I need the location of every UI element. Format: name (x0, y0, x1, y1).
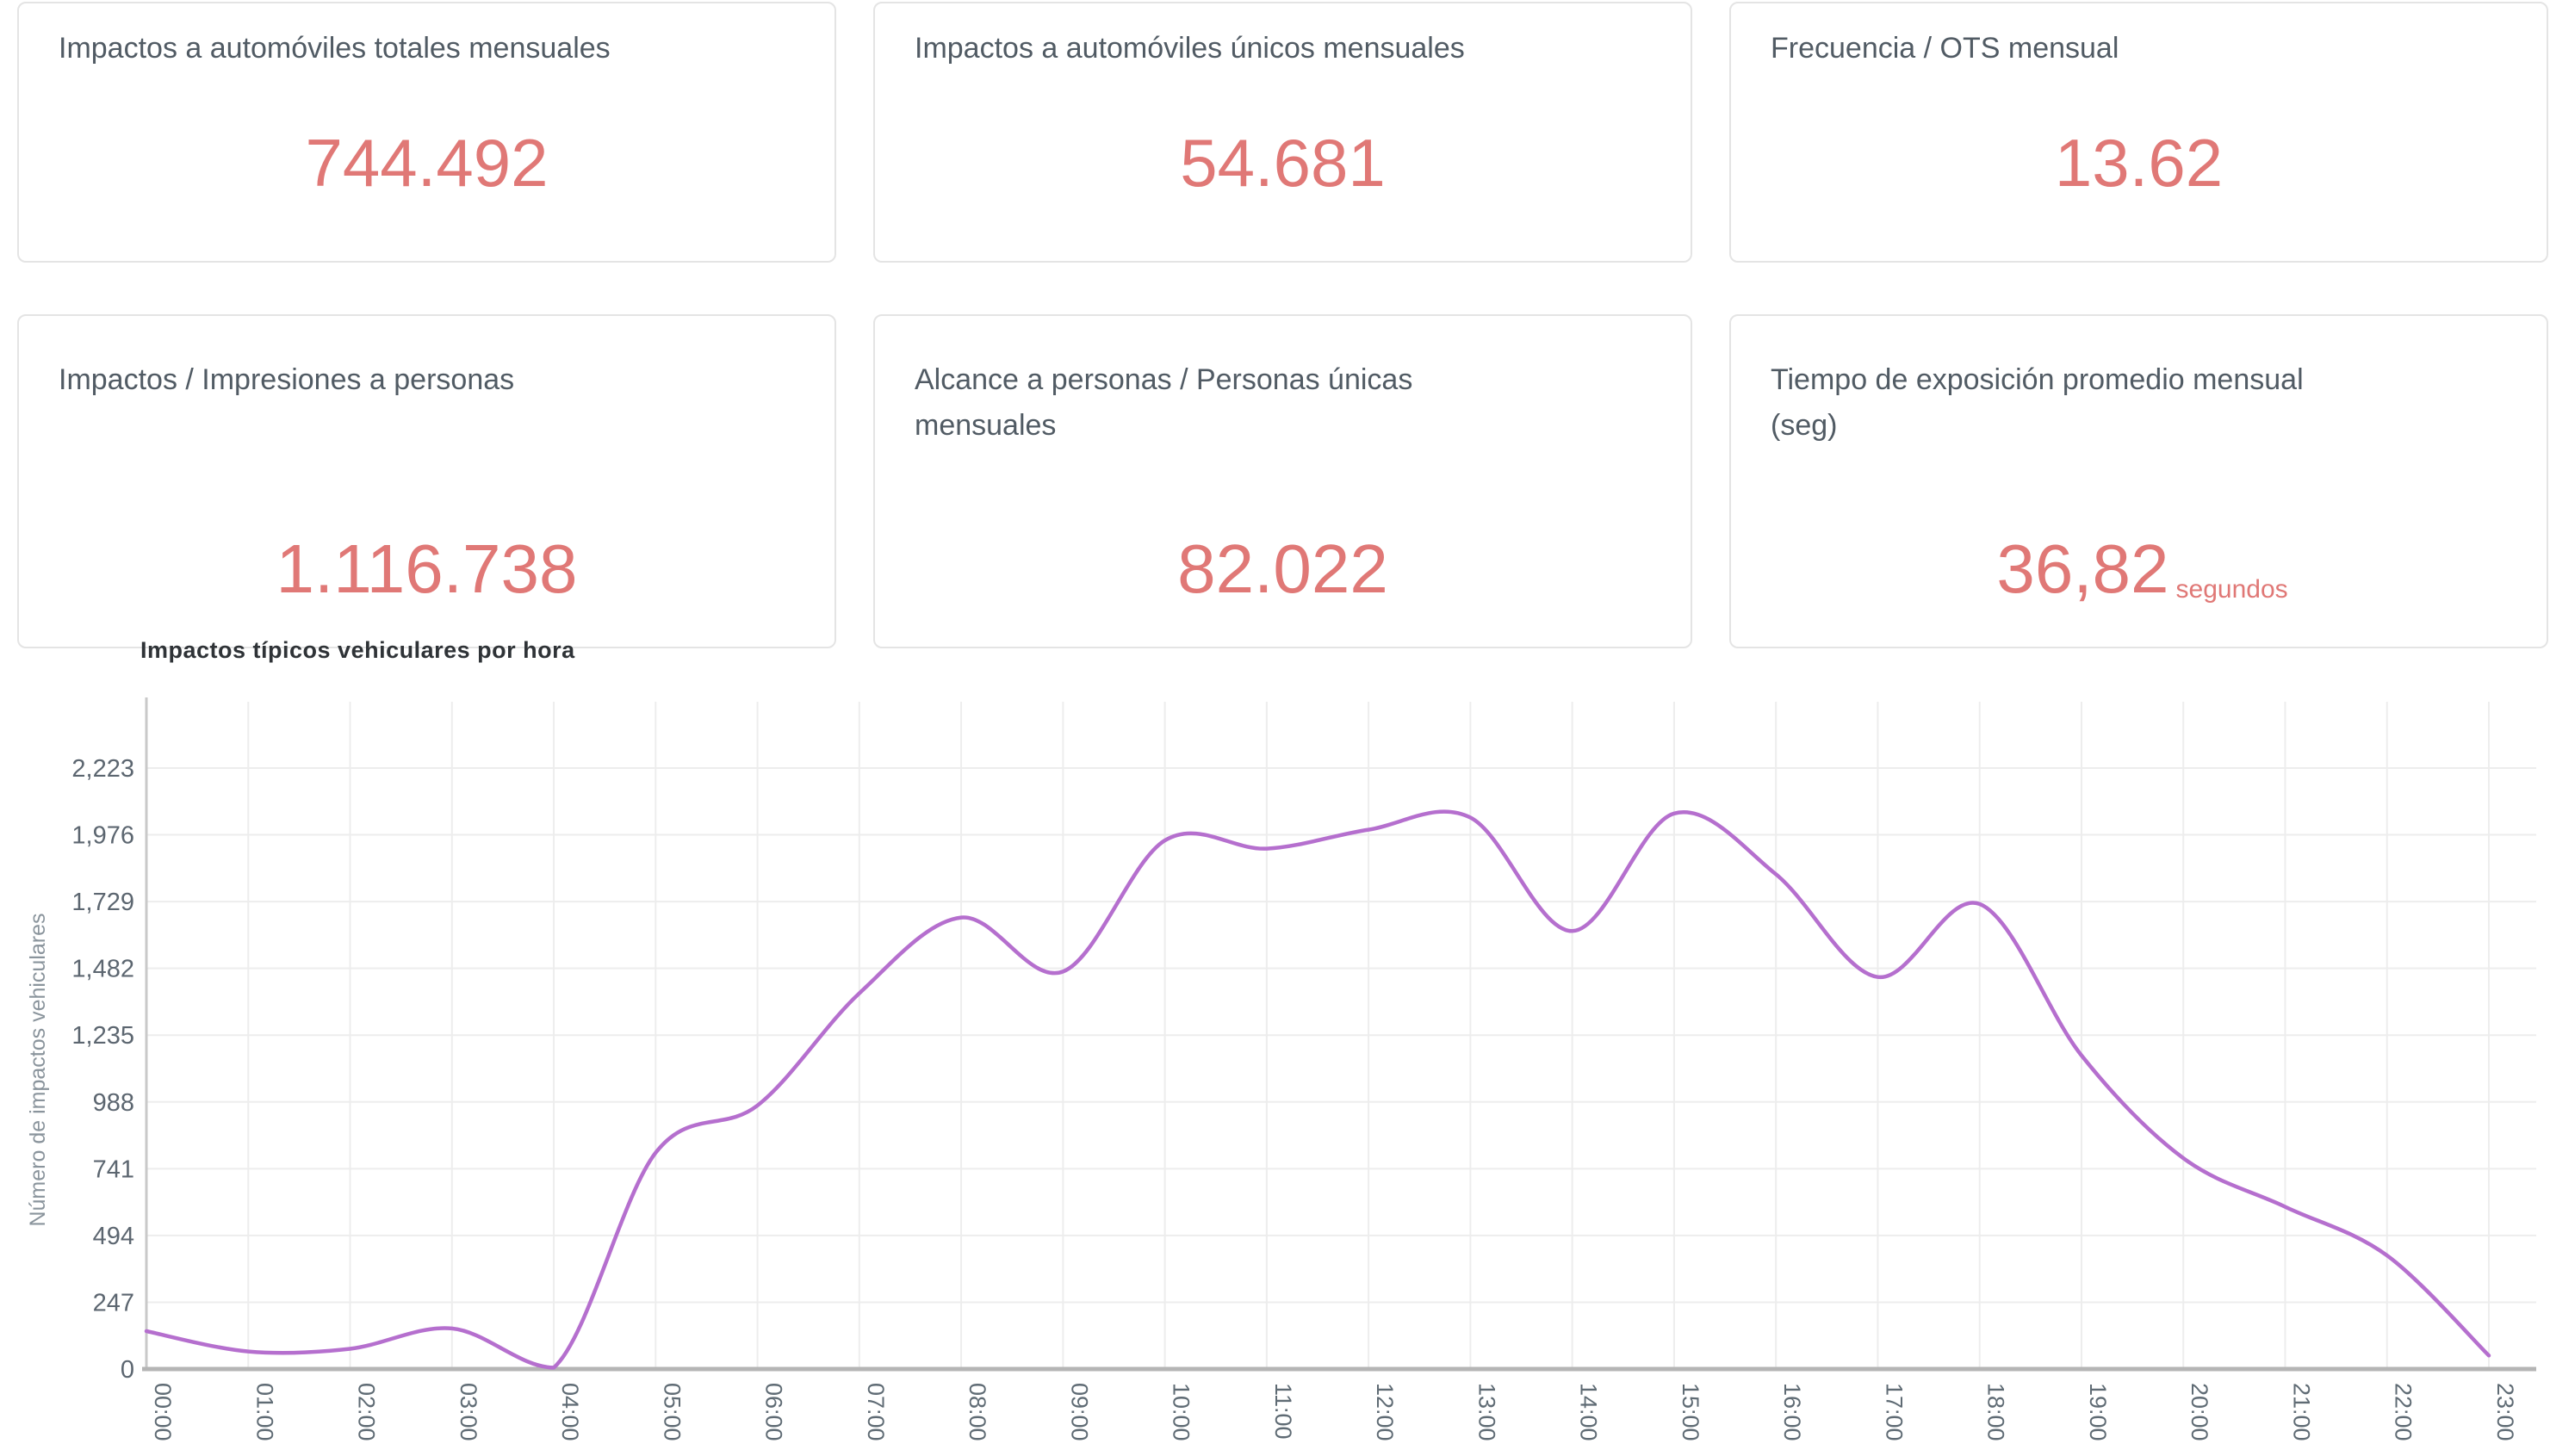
y-axis-tick-label: 0 (121, 1356, 134, 1384)
kpi-row-2: Impactos / Impresiones a personas 1.116.… (17, 314, 2548, 648)
kpi-card-value: 1.116.738 (276, 530, 578, 607)
y-axis-tick-label: 247 (93, 1289, 134, 1317)
x-axis-tick-label: 22:00 (2391, 1383, 2417, 1441)
kpi-card-title: Impactos / Impresiones a personas (59, 363, 515, 396)
kpi-value-number: 36,82 (1996, 530, 2169, 607)
x-axis-tick-label: 09:00 (1066, 1383, 1092, 1441)
kpi-card-frecuencia-ots: Frecuencia / OTS mensual 13.62 (1729, 2, 2548, 263)
x-axis-tick-label: 02:00 (354, 1383, 380, 1441)
y-axis-tick-label: 2,223 (71, 755, 134, 783)
kpi-card-value: 36,82 segundos (1731, 530, 2547, 609)
hourly-impacts-line-chart: 0 247 494 741 988 1,235 1,482 1,729 1,976 2,223 00… (26, 697, 2536, 1441)
kpi-card-title: Tiempo de exposición promedio mensual (s… (1771, 363, 2304, 442)
x-axis-tick-label: 03:00 (456, 1383, 481, 1441)
x-axis-tick-label: 21:00 (2288, 1383, 2314, 1441)
kpi-value-unit: segundos (2175, 575, 2288, 604)
x-axis-tick-label: 11:00 (1270, 1383, 1296, 1440)
x-axis-tick-label: 16:00 (1779, 1383, 1805, 1441)
y-axis-tick-label: 1,235 (71, 1022, 134, 1050)
x-axis-tick-label: 23:00 (2492, 1383, 2518, 1441)
kpi-card-value: 54.681 (1180, 125, 1386, 201)
x-axis-tick-label: 08:00 (965, 1383, 990, 1441)
kpi-card-impactos-unicos: Impactos a automóviles únicos mensuales … (873, 2, 1692, 263)
y-axis-tick-label: 1,482 (71, 956, 134, 983)
kpi-card-title: Frecuencia / OTS mensual (1771, 32, 2119, 65)
kpi-card-value: 13.62 (2054, 125, 2224, 201)
chart-title: Impactos típicos vehiculares por hora (140, 637, 575, 663)
x-axis-tick-label: 06:00 (761, 1383, 787, 1441)
kpi-card-title: Alcance a personas / Personas únicas men… (915, 363, 1413, 442)
x-axis-tick-label: 15:00 (1678, 1383, 1703, 1441)
x-axis-tick-label: 12:00 (1372, 1383, 1398, 1441)
y-axis-tick-label: 988 (93, 1089, 134, 1117)
y-axis-tick-label: 1,976 (71, 822, 134, 850)
kpi-card-impresiones-personas: Impactos / Impresiones a personas 1.116.… (17, 314, 836, 648)
kpi-card-alcance-personas: Alcance a personas / Personas únicas men… (873, 314, 1692, 648)
x-axis-tick-label: 07:00 (863, 1383, 889, 1441)
x-axis-tick-label: 13:00 (1474, 1383, 1499, 1441)
kpi-row-1: Impactos a automóviles totales mensuales… (17, 2, 2548, 263)
x-axis-tick-label: 18:00 (1983, 1383, 2009, 1441)
kpi-card-title: Impactos a automóviles totales mensuales (59, 32, 611, 65)
x-axis-tick-label: 20:00 (2187, 1383, 2212, 1441)
y-axis-tick-label: 741 (93, 1156, 134, 1183)
x-axis-tick-label: 00:00 (150, 1383, 176, 1441)
kpi-card-tiempo-exposicion: Tiempo de exposición promedio mensual (s… (1729, 314, 2548, 648)
x-axis-tick-label: 19:00 (2085, 1383, 2111, 1441)
kpi-card-title: Impactos a automóviles únicos mensuales (915, 32, 1465, 65)
y-axis-title: Número de impactos vehiculares (26, 913, 50, 1226)
kpi-card-value: 744.492 (305, 125, 549, 201)
x-axis-tick-label: 05:00 (659, 1383, 685, 1441)
impacts-line-series (144, 809, 2491, 1370)
y-axis-tick-label: 494 (93, 1223, 134, 1250)
kpi-card-value: 82.022 (1177, 530, 1388, 607)
y-axis-tick-label: 1,729 (71, 889, 134, 916)
x-axis-tick-label: 01:00 (251, 1383, 277, 1441)
x-axis-tick-label: 04:00 (557, 1383, 583, 1441)
kpi-card-impactos-totales: Impactos a automóviles totales mensuales… (17, 2, 836, 263)
x-axis-tick-label: 10:00 (1169, 1383, 1194, 1441)
x-axis-tick-label: 14:00 (1576, 1383, 1602, 1441)
x-axis-tick-label: 17:00 (1881, 1383, 1907, 1441)
